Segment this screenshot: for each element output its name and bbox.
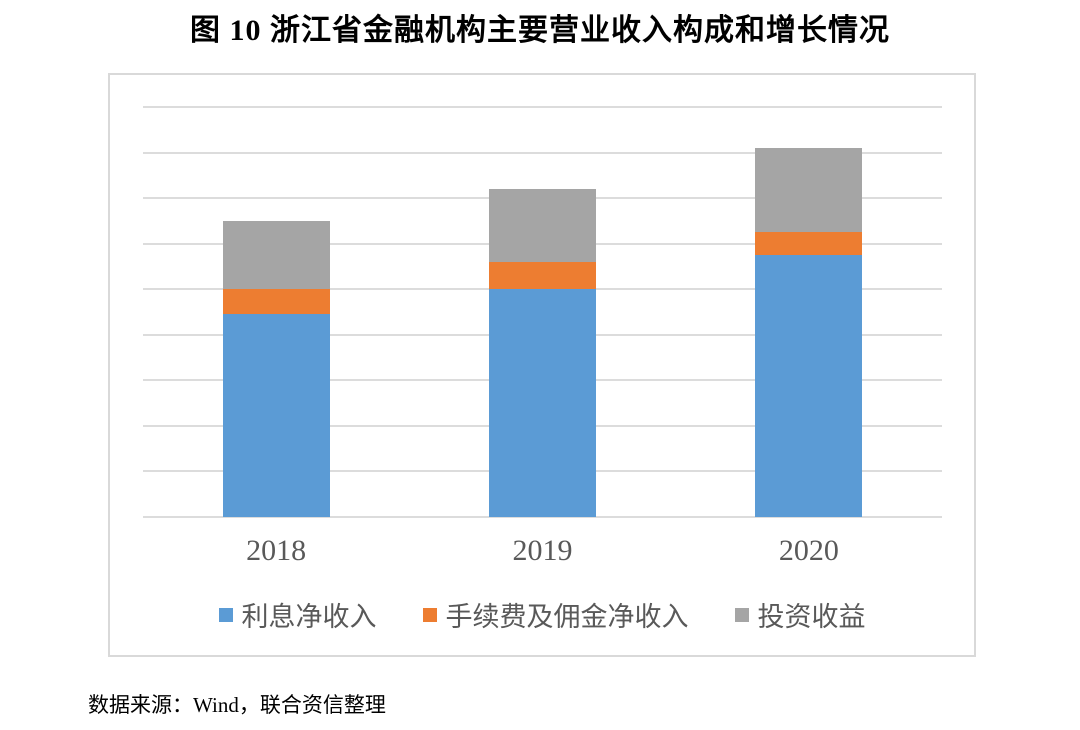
bar-segment-2019-series1 (489, 261, 596, 290)
bar-segment-2018-series0 (222, 314, 330, 517)
x-axis-baseline (143, 516, 942, 518)
chart-container: 2018 2019 2020 利息净收入 手续费及佣金净收入 投资收益 (108, 73, 976, 657)
bar-segment-2019-series2 (489, 188, 596, 262)
legend: 利息净收入 手续费及佣金净收入 投资收益 (110, 595, 974, 634)
gridline (143, 105, 942, 108)
bar-segment-2018-series2 (222, 220, 330, 290)
legend-label: 投资收益 (757, 602, 866, 632)
legend-item: 手续费及佣金净收入 (422, 595, 689, 634)
bar-segment-2018-series1 (222, 289, 330, 315)
legend-swatch-icon (218, 607, 233, 622)
bar-segment-2019-series0 (489, 289, 596, 517)
x-axis-label: 2018 (246, 534, 307, 567)
legend-item: 利息净收入 (218, 595, 377, 634)
bar-segment-2020-series0 (755, 255, 863, 517)
source-note: 数据来源：Wind，联合资信整理 (88, 693, 386, 717)
legend-item: 投资收益 (734, 595, 866, 634)
gridline (143, 151, 942, 154)
bar-segment-2020-series1 (755, 232, 863, 256)
legend-label: 手续费及佣金净收入 (445, 602, 689, 632)
chart-title: 图 10 浙江省金融机构主要营业收入构成和增长情况 (190, 14, 890, 47)
bar-segment-2020-series2 (755, 147, 863, 233)
legend-label: 利息净收入 (241, 602, 377, 632)
x-axis-label: 2020 (778, 534, 839, 567)
x-axis-label: 2019 (512, 534, 573, 567)
legend-swatch-icon (422, 607, 437, 622)
legend-swatch-icon (734, 607, 749, 622)
